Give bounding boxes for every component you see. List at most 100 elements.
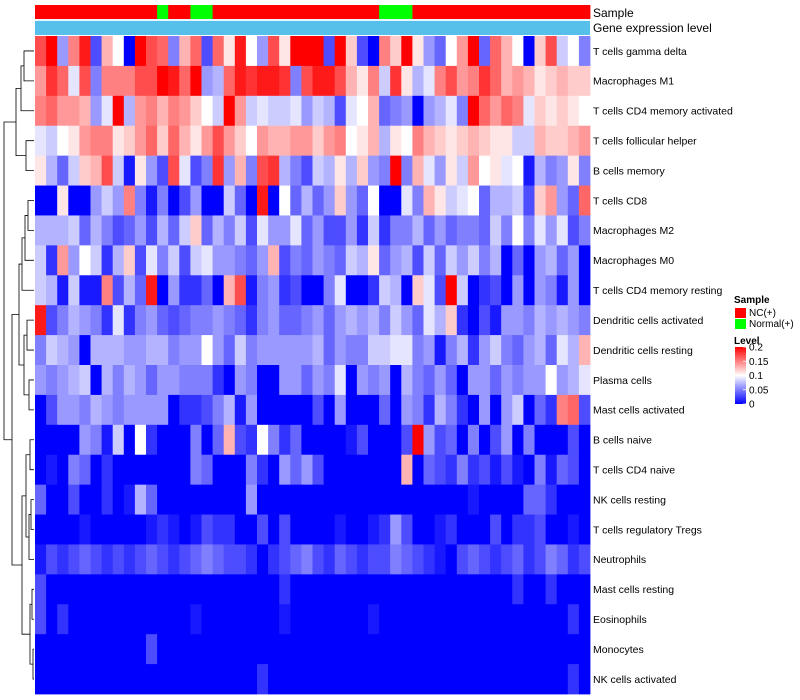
heatmap-cell	[146, 185, 158, 216]
heatmap-cell	[279, 65, 291, 97]
heatmap-cell	[334, 424, 347, 456]
heatmap-cell	[312, 574, 324, 605]
heatmap-cell	[379, 365, 391, 396]
dendrogram-branch	[29, 439, 34, 471]
dendrogram-branch	[18, 263, 24, 366]
heatmap-cell	[534, 305, 546, 336]
heatmap-cell	[512, 514, 524, 545]
sample-annotation-cell	[146, 5, 158, 19]
heatmap-cell	[312, 245, 324, 276]
heatmap-cell	[501, 604, 513, 635]
heatmap-cell	[368, 305, 380, 336]
heatmap-cell	[556, 95, 569, 127]
heatmap-cell	[356, 245, 369, 276]
heatmap-cell	[312, 484, 324, 515]
heatmap-cell	[57, 394, 69, 426]
heatmap-cell	[345, 574, 358, 605]
heatmap-cell	[567, 634, 580, 665]
heatmap-cell	[212, 185, 225, 216]
heatmap-cell	[390, 335, 402, 366]
annotation-divider	[35, 19, 590, 21]
heatmap-cell	[379, 65, 391, 97]
legend-normal-swatch	[735, 319, 746, 329]
heatmap-cell	[423, 245, 435, 276]
heatmap-cell	[290, 215, 302, 246]
heatmap-cell	[556, 424, 569, 456]
heatmap-cell	[157, 305, 169, 336]
heatmap-cell	[279, 574, 291, 605]
heatmap-cell	[545, 664, 558, 695]
heatmap-cell	[512, 424, 524, 456]
heatmap-cell	[279, 125, 291, 157]
heatmap-cell	[356, 604, 369, 635]
heatmap-cell	[312, 454, 324, 486]
heatmap-cell	[223, 275, 236, 306]
heatmap-cell	[279, 245, 291, 276]
heatmap-cell	[567, 95, 580, 127]
heatmap-cell	[479, 95, 491, 127]
heatmap-cell	[523, 664, 535, 695]
heatmap-cell	[212, 664, 225, 695]
heatmap-cell	[334, 365, 347, 396]
heatmap-cell	[567, 36, 580, 67]
heatmap-cell	[212, 155, 225, 186]
heatmap-cell	[578, 394, 591, 426]
dendrogram-branch	[28, 379, 34, 411]
heatmap-cell	[223, 185, 236, 216]
heatmap-cell	[512, 155, 524, 186]
heatmap-cell	[578, 365, 591, 396]
heatmap-cell	[123, 544, 136, 575]
heatmap-cell	[534, 95, 546, 127]
heatmap-cell	[190, 275, 202, 306]
heatmap-cell	[90, 305, 102, 336]
heatmap-cell	[401, 245, 413, 276]
heatmap-cell	[212, 454, 225, 486]
heatmap-cell	[245, 514, 258, 545]
heatmap-cell	[512, 664, 524, 695]
heatmap-cell	[123, 305, 136, 336]
heatmap-cell	[379, 454, 391, 486]
heatmap-cell	[35, 36, 47, 67]
heatmap-cell	[567, 574, 580, 605]
heatmap-cell	[157, 664, 169, 695]
heatmap-cell	[523, 394, 535, 426]
heatmap-cell	[245, 634, 258, 665]
heatmap-cell	[390, 155, 402, 186]
heatmap-cell	[334, 634, 347, 665]
heatmap-cell	[179, 65, 191, 97]
heatmap-cell	[578, 245, 591, 276]
heatmap-cell	[567, 544, 580, 575]
heatmap-cell	[190, 245, 202, 276]
heatmap-cell	[245, 544, 258, 575]
heatmap-cell	[123, 574, 136, 605]
heatmap-cell	[90, 424, 102, 456]
heatmap-cell	[201, 424, 213, 456]
heatmap-cell	[445, 305, 458, 336]
heatmap-cell	[57, 604, 69, 635]
heatmap-cell	[68, 335, 80, 366]
heatmap-cell	[312, 275, 324, 306]
heatmap-cell	[423, 365, 435, 396]
heatmap-cell	[567, 335, 580, 366]
heatmap-cell	[290, 185, 302, 216]
heatmap-cell	[567, 454, 580, 486]
heatmap-cell	[168, 394, 180, 426]
heatmap-cell	[112, 185, 125, 216]
heatmap-cell	[301, 454, 313, 486]
heatmap-cell	[157, 514, 169, 545]
heatmap-cell	[68, 305, 80, 336]
heatmap-cell	[467, 365, 480, 396]
heatmap-cell	[423, 394, 435, 426]
heatmap-cell	[290, 65, 302, 97]
heatmap-cell	[168, 155, 180, 186]
heatmap-cell	[245, 664, 258, 695]
heatmap-cell	[334, 514, 347, 545]
sample-annotation-bar	[35, 5, 591, 19]
heatmap-cell	[345, 65, 358, 97]
heatmap-cell	[501, 365, 513, 396]
heatmap-cell	[578, 185, 591, 216]
sample-annotation-cell	[157, 5, 169, 19]
heatmap-cell	[57, 245, 69, 276]
heatmap-cell	[567, 394, 580, 426]
heatmap-cell	[46, 215, 58, 246]
